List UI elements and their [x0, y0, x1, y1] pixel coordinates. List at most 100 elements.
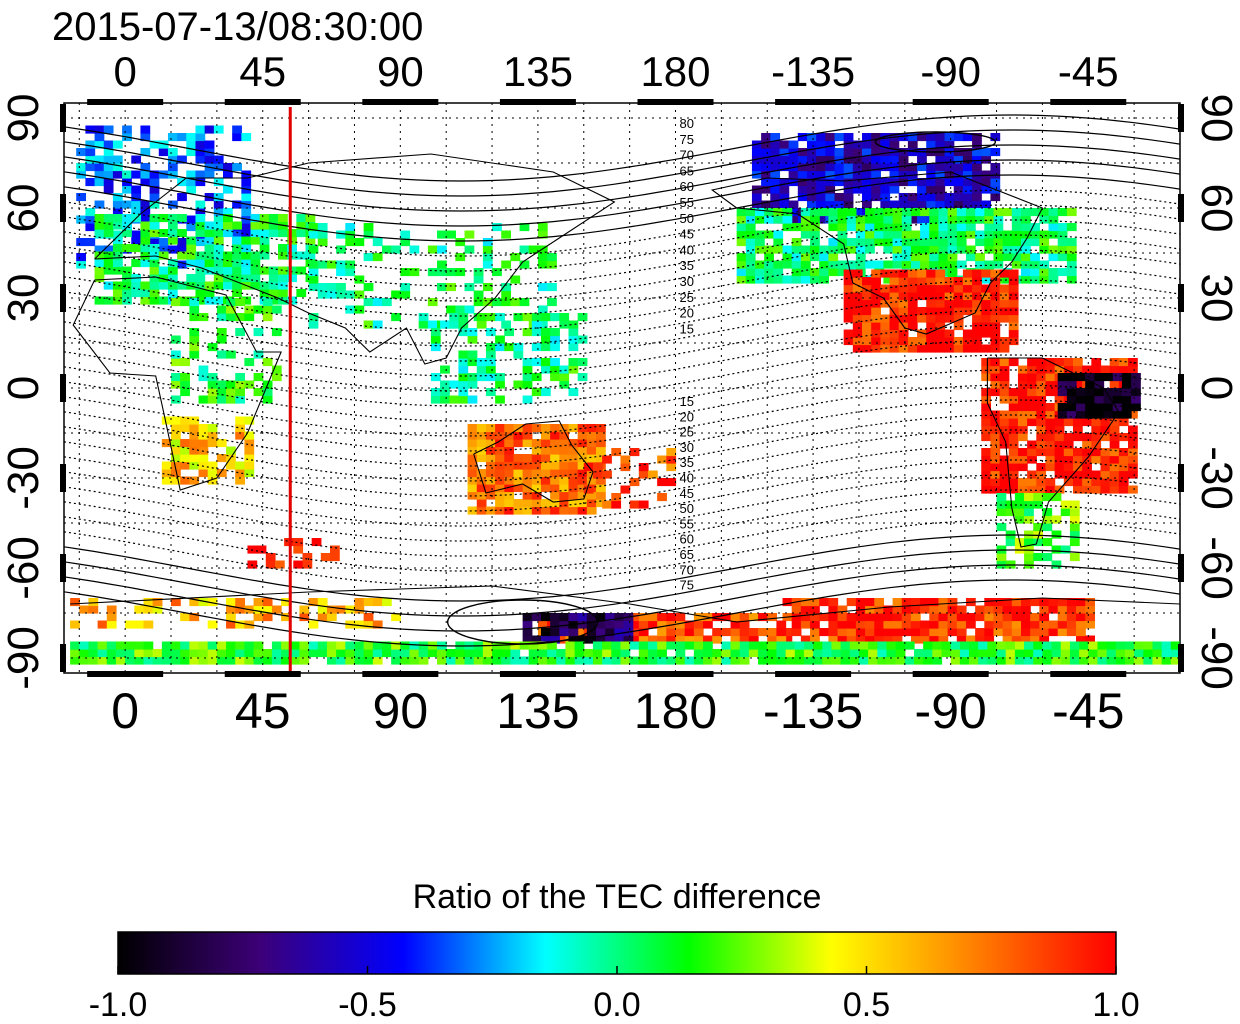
tec-data-cell	[926, 193, 936, 202]
tec-data-cell	[999, 307, 1010, 316]
tec-data-cell	[868, 641, 878, 650]
tec-data-cell	[207, 476, 218, 485]
tec-data-cell	[1036, 470, 1047, 479]
tec-data-cell	[586, 506, 597, 515]
tec-data-cell	[693, 649, 704, 658]
tec-data-cell	[975, 613, 985, 622]
tec-data-cell	[550, 469, 560, 478]
tec-data-cell	[522, 506, 533, 515]
tec-data-cell	[1021, 613, 1031, 622]
tec-data-cell	[262, 395, 273, 404]
tec-data-cell	[171, 373, 181, 382]
tec-data-cell	[1042, 656, 1053, 665]
tec-data-cell	[296, 251, 307, 260]
tec-data-cell	[602, 470, 612, 479]
tec-data-cell	[629, 635, 640, 644]
tec-data-cell	[550, 335, 560, 344]
tec-data-cell	[1082, 485, 1092, 494]
tec-data-cell	[189, 439, 200, 448]
tec-data-cell	[862, 322, 872, 331]
tec-data-cell	[326, 283, 337, 292]
tec-data-cell	[222, 185, 233, 194]
tec-data-cell	[602, 500, 612, 509]
tec-data-cell	[666, 613, 677, 622]
tec-data-cell	[794, 656, 805, 665]
tec-data-cell	[94, 266, 105, 275]
tec-data-cell	[345, 238, 356, 247]
tec-data-cell	[834, 133, 845, 142]
tec-data-cell	[596, 491, 606, 500]
tec-data-cell	[262, 598, 273, 607]
tec-data-cell	[907, 140, 918, 149]
left-frame-tick	[60, 644, 66, 672]
tec-data-cell	[540, 388, 551, 397]
tec-data-cell	[531, 613, 542, 622]
tec-data-cell	[849, 649, 860, 658]
tec-data-cell	[981, 418, 992, 427]
tec-data-cell	[94, 251, 105, 260]
tec-data-cell	[485, 454, 496, 463]
tec-data-cell	[485, 313, 496, 322]
tec-data-cell	[1109, 380, 1120, 389]
tec-data-cell	[134, 656, 145, 665]
tec-data-cell	[782, 635, 793, 644]
tec-data-cell	[959, 641, 970, 650]
tec-data-cell	[440, 380, 450, 389]
tec-data-cell	[816, 170, 826, 179]
tec-data-cell	[990, 269, 1001, 278]
tec-data-cell	[1106, 649, 1117, 658]
tec-data-cell	[1100, 418, 1111, 427]
tec-data-cell	[271, 641, 282, 650]
tec-data-cell	[363, 320, 374, 329]
tec-data-cell	[1100, 425, 1111, 434]
tec-data-cell	[540, 635, 551, 644]
tec-data-cell	[363, 230, 374, 239]
magnetic-contour-line	[64, 114, 1180, 182]
tec-data-cell	[1091, 358, 1102, 367]
tec-data-cell	[522, 328, 533, 337]
tec-data-cell	[1017, 448, 1028, 457]
tec-data-cell	[638, 628, 649, 637]
tec-data-cell	[1039, 215, 1050, 224]
tec-data-cell	[485, 365, 496, 374]
tec-data-cell	[926, 269, 936, 278]
tec-data-cell	[917, 314, 927, 323]
contour-label-south: 70	[680, 562, 694, 577]
tec-data-cell	[372, 598, 383, 607]
top-longitude-axis: 0 45 90 135 180 -135 -90 -45	[113, 48, 1118, 95]
tec-data-cell	[852, 208, 863, 217]
tec-data-cell	[568, 484, 579, 493]
tec-data-cell	[232, 163, 242, 172]
tec-data-cell	[495, 343, 505, 352]
tec-data-cell	[675, 620, 686, 629]
tec-data-cell	[446, 656, 456, 665]
tec-data-cell	[917, 178, 927, 187]
tec-data-cell	[171, 431, 181, 440]
tec-data-cell	[852, 148, 863, 157]
tec-data-cell	[886, 649, 897, 658]
contour-label-north: 50	[680, 211, 694, 226]
tec-data-cell	[962, 284, 973, 293]
tec-data-cell	[1005, 641, 1016, 650]
tec-data-cell	[1066, 208, 1077, 217]
top-frame-tick	[637, 99, 714, 105]
tec-data-cell	[540, 628, 551, 637]
tec-data-cell	[874, 635, 885, 644]
tec-data-cell	[1039, 275, 1050, 284]
tec-data-cell	[177, 193, 187, 202]
tec-data-cell	[767, 649, 778, 658]
tec-data-cell	[1042, 523, 1053, 532]
tec-data-cell	[962, 170, 973, 179]
tec-data-cell	[1066, 260, 1077, 269]
tec-data-cell	[235, 598, 245, 607]
tec-data-cell	[559, 613, 570, 622]
tec-data-cell	[797, 163, 808, 172]
tec-data-cell	[993, 598, 1004, 607]
tec-data-cell	[140, 148, 151, 157]
tec-data-cell	[852, 307, 863, 316]
tec-data-cell	[1005, 656, 1016, 665]
tec-data-cell	[962, 163, 973, 172]
tec-data-cell	[577, 313, 588, 322]
tec-data-cell	[1072, 418, 1083, 427]
tec-data-cell	[978, 656, 988, 665]
